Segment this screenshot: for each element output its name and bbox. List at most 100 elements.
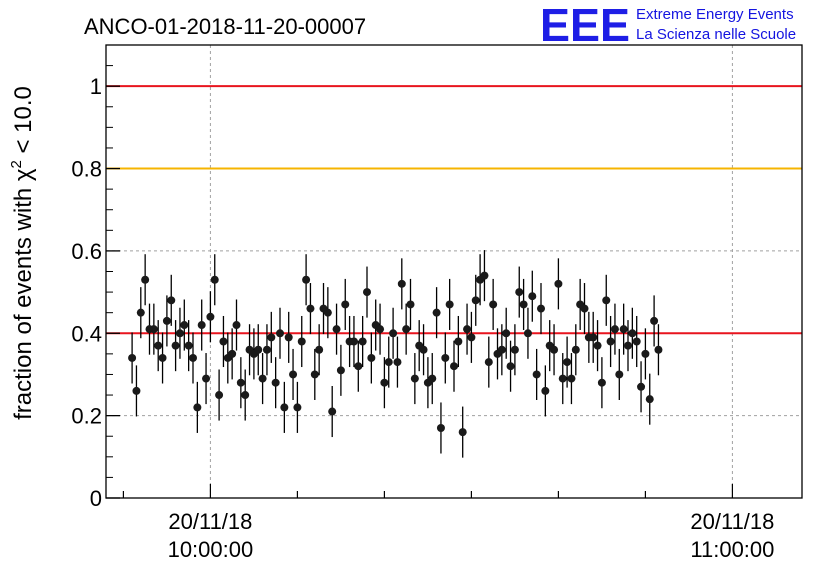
data-point	[610, 325, 619, 334]
data-point	[606, 337, 615, 346]
data-point	[454, 337, 463, 346]
data-point	[323, 308, 332, 317]
data-point	[641, 349, 650, 358]
data-point	[654, 345, 663, 354]
data-point	[236, 378, 245, 387]
data-point	[289, 370, 298, 379]
data-point	[258, 374, 267, 383]
data-point	[523, 329, 532, 338]
data-point	[284, 333, 293, 342]
chart-title: ANCO-01-2018-11-20-00007	[84, 14, 366, 39]
data-point	[158, 353, 167, 362]
data-point	[515, 288, 524, 297]
data-point	[162, 316, 171, 325]
data-point	[280, 403, 289, 412]
data-point	[480, 271, 489, 280]
data-point	[141, 275, 150, 284]
data-point	[175, 329, 184, 338]
data-point	[184, 341, 193, 350]
data-point	[471, 296, 480, 305]
data-point	[271, 378, 280, 387]
data-point	[136, 308, 145, 317]
data-point	[502, 329, 511, 338]
data-point	[171, 341, 180, 350]
data-point	[463, 325, 472, 334]
data-point	[206, 312, 215, 321]
data-point	[563, 358, 572, 367]
data-point	[593, 341, 602, 350]
data-point	[436, 423, 445, 432]
x-tick-date-label: 20/11/18	[168, 509, 252, 534]
data-point	[210, 275, 219, 284]
data-point	[128, 353, 137, 362]
data-point	[458, 428, 467, 437]
data-point	[615, 370, 624, 379]
data-point	[432, 308, 441, 317]
data-point	[528, 292, 537, 301]
data-point	[550, 345, 559, 354]
logo-line-1: Extreme Energy Events	[636, 6, 794, 23]
data-point	[254, 345, 263, 354]
data-point	[315, 345, 324, 354]
data-point	[349, 337, 358, 346]
data-point	[393, 358, 402, 367]
data-point	[445, 300, 454, 309]
data-point	[167, 296, 176, 305]
data-point	[219, 337, 228, 346]
data-point	[367, 353, 376, 362]
data-point	[650, 316, 659, 325]
data-point	[276, 329, 284, 338]
data-point	[358, 337, 367, 346]
data-point	[336, 366, 345, 375]
y-axis-label-threshold: < 10.0	[10, 86, 37, 160]
data-point	[202, 374, 211, 383]
data-point	[628, 329, 637, 338]
data-point	[376, 325, 385, 334]
y-tick-label: 1	[90, 74, 102, 99]
x-tick-date-label: 20/11/18	[690, 509, 774, 534]
data-point	[589, 333, 598, 342]
data-point	[571, 345, 580, 354]
data-point	[397, 279, 406, 288]
data-point	[241, 391, 250, 400]
data-point	[450, 362, 458, 371]
data-point	[510, 345, 519, 354]
data-point	[354, 362, 363, 371]
data-point	[380, 378, 389, 387]
data-point	[180, 321, 189, 330]
data-point	[484, 358, 493, 367]
y-axis-label-main: fraction of events with χ	[10, 168, 37, 420]
logo-letters: EEE	[540, 0, 630, 51]
data-point	[154, 341, 163, 350]
data-point	[602, 296, 611, 305]
data-point	[262, 345, 271, 354]
data-point	[189, 353, 197, 362]
y-tick-label: 0.6	[71, 239, 102, 264]
data-point	[554, 279, 563, 288]
data-point	[637, 382, 646, 391]
data-point	[519, 300, 528, 309]
eee-logo: EEE Extreme Energy Events La Scienza nel…	[540, 0, 796, 51]
data-point	[428, 374, 437, 383]
y-tick-label: 0.4	[71, 321, 102, 346]
data-point	[645, 395, 654, 404]
data-point	[193, 403, 202, 412]
data-point	[406, 300, 415, 309]
data-point	[302, 275, 311, 284]
data-point	[297, 337, 306, 346]
data-point	[232, 321, 241, 330]
data-point	[293, 403, 302, 412]
data-point	[632, 337, 641, 346]
data-point	[467, 333, 476, 342]
data-point	[537, 304, 545, 313]
data-point	[332, 325, 341, 334]
data-point	[402, 325, 411, 334]
data-point	[497, 345, 506, 354]
y-tick-label: 0.8	[71, 157, 102, 182]
data-point	[215, 391, 224, 400]
data-point	[506, 362, 515, 371]
logo-line-2: La Scienza nelle Scuole	[636, 26, 796, 43]
plot-layer: 0 0.2 0.4 0.6 0.8 1 20/11/18 10:00:00 20/11/18 11…	[71, 44, 803, 562]
y-axis-label-superscript: 2	[8, 160, 25, 168]
